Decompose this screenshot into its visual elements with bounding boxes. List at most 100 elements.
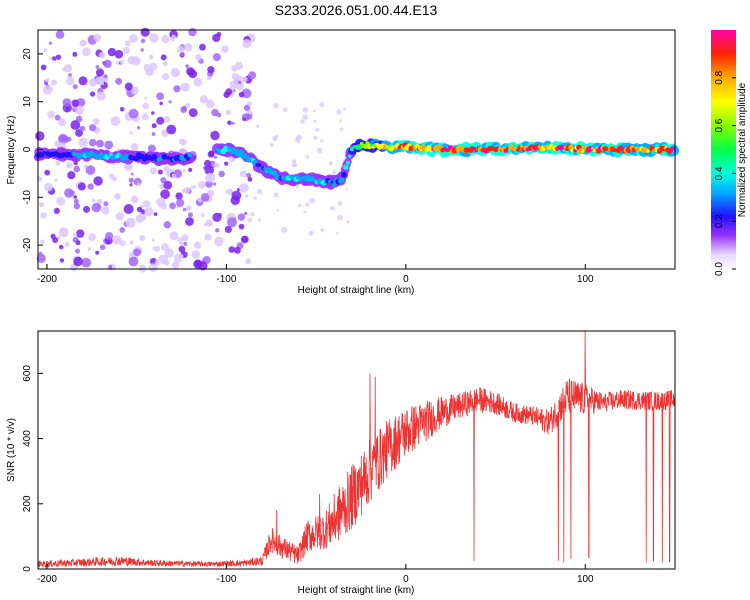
ridge-core [312, 177, 316, 182]
noise-speckle [185, 217, 194, 226]
ridge-core [672, 146, 676, 150]
noise-speckle [181, 234, 189, 242]
noise-speckle [79, 125, 86, 132]
noise-speckle [163, 166, 170, 173]
noise-speckle [315, 127, 320, 132]
xtick-label: -100 [216, 574, 236, 585]
ridge-core [257, 163, 261, 168]
noise-speckle [164, 260, 170, 266]
noise-speckle [48, 41, 53, 45]
noise-speckle [39, 202, 45, 208]
noise-speckle [151, 111, 155, 115]
noise-speckle [160, 54, 167, 61]
noise-speckle [73, 202, 81, 210]
noise-speckle [171, 173, 177, 179]
noise-speckle [89, 124, 97, 132]
noise-speckle [200, 193, 210, 202]
noise-speckle [198, 181, 206, 189]
ridge-core [343, 164, 349, 170]
noise-speckle [303, 210, 307, 214]
noise-speckle [163, 221, 171, 229]
noise-speckle [88, 78, 97, 87]
noise-speckle [229, 80, 238, 90]
noise-speckle [224, 225, 232, 233]
noise-speckle [247, 176, 253, 182]
noise-speckle [124, 82, 133, 91]
noise-speckle [273, 192, 279, 198]
figure-title: S233.2026.051.00.44.E13 [275, 2, 438, 18]
ytick-label: 0 [22, 566, 33, 572]
noise-speckle [246, 113, 253, 120]
noise-speckle [78, 137, 88, 147]
noise-speckle [240, 235, 249, 244]
noise-speckle [319, 102, 325, 108]
noise-speckle [47, 110, 56, 119]
noise-speckle [233, 246, 241, 254]
noise-speckle [104, 140, 114, 150]
noise-speckle [242, 39, 252, 49]
noise-speckle [281, 226, 288, 233]
noise-speckle [211, 108, 219, 117]
noise-speckle [151, 123, 157, 129]
ridge-core [152, 153, 157, 159]
noise-speckle [212, 212, 222, 222]
noise-speckle [244, 194, 249, 199]
noise-speckle [66, 162, 73, 169]
noise-speckle [176, 45, 185, 54]
ridge-core [185, 156, 191, 161]
noise-speckle [129, 131, 133, 135]
noise-speckle [188, 212, 193, 218]
noise-speckle [85, 165, 96, 175]
noise-speckle [188, 108, 198, 117]
noise-speckle [247, 217, 253, 223]
noise-speckle [313, 135, 318, 140]
noise-speckle [103, 201, 109, 207]
ridge-core [339, 177, 345, 183]
noise-speckle [242, 117, 246, 121]
noise-speckle [250, 212, 255, 217]
noise-speckle [122, 46, 130, 55]
noise-speckle [292, 159, 297, 164]
noise-speckle [173, 253, 183, 263]
noise-speckle [124, 164, 128, 168]
noise-speckle [36, 176, 43, 182]
noise-speckle [180, 106, 187, 113]
noise-speckle [300, 119, 305, 124]
noise-speckle [225, 189, 230, 194]
colorbar-gradient [711, 30, 736, 269]
noise-speckle [343, 107, 346, 111]
noise-speckle [185, 64, 190, 69]
ridge-core [263, 166, 267, 171]
noise-speckle [103, 59, 112, 69]
noise-speckle [50, 79, 58, 86]
noise-speckle [64, 188, 74, 198]
noise-speckle [345, 187, 348, 190]
noise-speckle [77, 182, 86, 191]
noise-speckle [346, 220, 350, 224]
noise-speckle [61, 137, 66, 142]
snr-ticks: -200 -100 0 100 0 200 400 600 [22, 365, 594, 585]
noise-speckle [205, 172, 216, 183]
noise-speckle [246, 172, 252, 178]
noise-speckle [245, 258, 252, 265]
ridge-core [349, 147, 354, 152]
noise-speckle [171, 261, 180, 269]
noise-speckle [115, 212, 124, 221]
noise-speckle [129, 34, 138, 43]
noise-speckle [189, 186, 193, 190]
noise-speckle [36, 253, 46, 263]
ridge-core [356, 144, 363, 150]
noise-speckle [95, 139, 104, 148]
noise-speckle [147, 144, 156, 153]
noise-speckle [182, 207, 187, 212]
noise-speckle [55, 30, 65, 39]
noise-speckle [169, 202, 177, 210]
noise-speckle [128, 256, 139, 267]
noise-speckle [305, 155, 310, 159]
noise-speckle [136, 182, 141, 187]
ytick-label: 600 [22, 365, 33, 382]
noise-speckle [82, 47, 91, 57]
noise-speckle [183, 241, 188, 246]
noise-speckle [175, 192, 183, 200]
